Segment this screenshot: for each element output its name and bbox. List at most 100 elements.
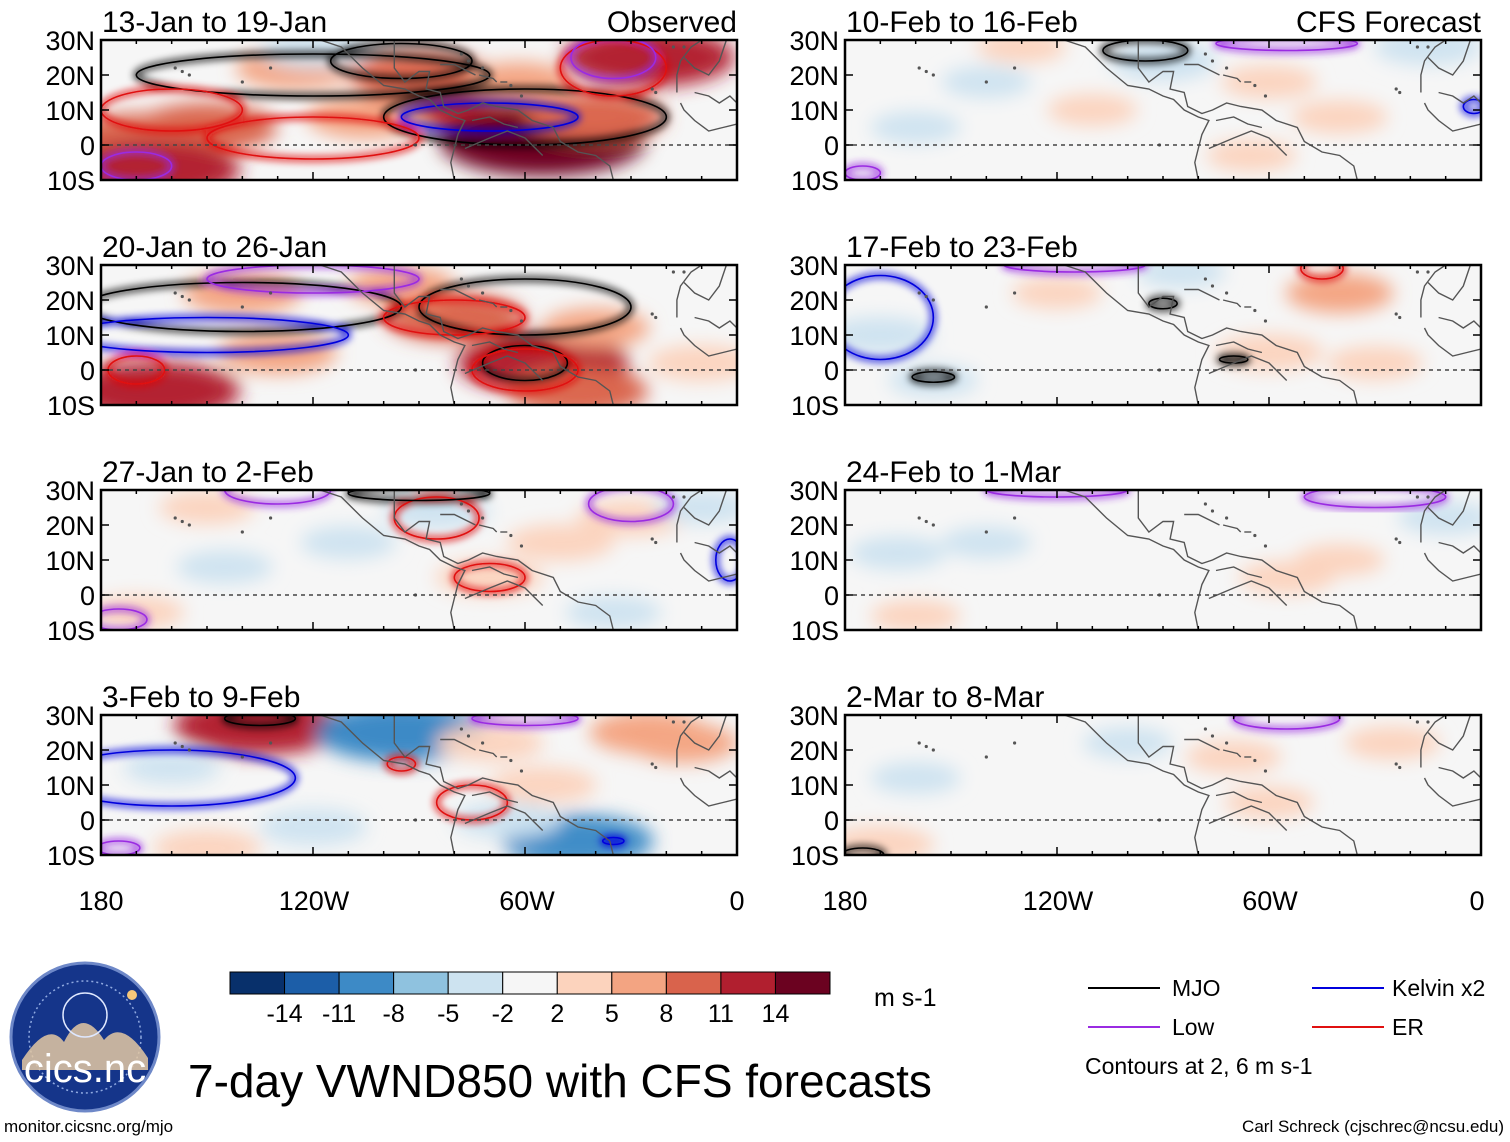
y-tick-label: 30N: [45, 251, 95, 281]
y-tick-label: 0: [824, 131, 839, 161]
island-mark: [924, 519, 928, 524]
anomaly-mark: [845, 316, 935, 354]
x-tick-label: 0: [1469, 886, 1484, 916]
coastline: [1438, 541, 1481, 554]
coastline: [1420, 715, 1447, 768]
island-mark: [459, 502, 463, 506]
island-mark: [519, 94, 524, 98]
legend-label-low: Low: [1172, 1014, 1215, 1040]
island-mark: [650, 87, 654, 91]
legend-label-er: ER: [1392, 1014, 1424, 1040]
logo-orbit-icon: [62, 992, 108, 1038]
island-mark: [917, 66, 921, 70]
y-tick-label: 0: [80, 806, 95, 836]
island-mark: [1398, 765, 1402, 770]
anomaly-field: [845, 715, 1481, 855]
island-mark: [654, 765, 658, 770]
anomaly-mark: [1224, 786, 1314, 819]
coastline: [1438, 766, 1481, 779]
anomaly-mark: [1185, 740, 1282, 774]
island-mark: [1398, 90, 1402, 95]
island-mark: [1013, 66, 1017, 70]
colorbar-label: 2: [550, 1000, 564, 1028]
y-tick-label: 10S: [47, 616, 95, 646]
island-mark: [984, 305, 988, 309]
island-mark: [519, 319, 524, 323]
anomaly-mark: [870, 600, 961, 630]
contour-line-mjo: [418, 278, 632, 336]
contour-line-low: [1303, 490, 1447, 509]
coastline: [676, 715, 703, 768]
island-mark: [459, 277, 463, 281]
y-tick-label: 0: [824, 356, 839, 386]
anomaly-mark: [870, 111, 961, 144]
colorbar-label: -5: [437, 1000, 459, 1028]
island-mark: [481, 291, 485, 295]
island-mark: [1394, 537, 1398, 541]
anomaly-mark: [850, 536, 946, 570]
coastline: [679, 327, 737, 357]
island-mark: [1263, 319, 1268, 323]
coastline: [319, 715, 466, 855]
island-mark: [931, 298, 935, 302]
anomaly-mark: [647, 344, 737, 382]
anomaly-mark: [176, 550, 273, 584]
colorbar-label: 8: [659, 1000, 673, 1028]
y-tick-label: 10S: [791, 616, 839, 646]
anomaly-mark: [562, 40, 736, 88]
coastline: [1208, 580, 1288, 606]
island-mark: [671, 495, 676, 499]
island-mark: [654, 315, 658, 320]
island-mark: [924, 294, 928, 299]
coastline: [464, 355, 544, 381]
coastline: [319, 265, 466, 405]
x-tick-label: 180: [78, 886, 123, 916]
coastline: [1423, 102, 1481, 132]
island-mark: [682, 270, 686, 274]
contour-line-er: [453, 562, 526, 593]
coastline: [471, 116, 519, 129]
y-tick-label: 20N: [789, 511, 839, 541]
island-mark: [180, 294, 184, 299]
coastline: [683, 715, 728, 751]
island-mark: [1415, 720, 1419, 724]
legend: MJO Kelvin x2 Low ER Contours at 2, 6 m …: [1085, 975, 1485, 1079]
contour-line-mjo: [223, 715, 297, 727]
legend-label-kelvin: Kelvin x2: [1392, 975, 1485, 1001]
coastline: [1215, 341, 1263, 354]
island-mark: [509, 533, 513, 538]
y-tick-label: 10S: [47, 841, 95, 871]
y-tick-label: 20N: [45, 61, 95, 91]
y-tick-label: 20N: [789, 736, 839, 766]
island-mark: [1253, 308, 1257, 313]
island-mark: [1084, 238, 1087, 241]
colorbar-swatch: [229, 971, 286, 995]
coastline: [1222, 299, 1242, 308]
anomaly-field: [101, 265, 737, 466]
colorbar-swatch: [393, 971, 449, 995]
island-mark: [924, 744, 928, 749]
anomaly-mark: [1012, 277, 1102, 309]
contour-line-kelvin: [101, 316, 350, 354]
island-mark: [1210, 509, 1215, 513]
coastline: [1137, 265, 1358, 405]
coastline: [679, 102, 737, 132]
island-mark: [1426, 495, 1430, 499]
coastline: [694, 766, 737, 779]
contour-line-mjo: [1148, 297, 1178, 310]
contour-line-mjo: [135, 53, 491, 97]
panel-title: 17-Feb to 23-Feb: [846, 231, 1078, 264]
y-tick-label: 30N: [45, 26, 95, 56]
coastline: [694, 91, 737, 104]
island-mark: [269, 741, 273, 745]
island-mark: [1415, 270, 1419, 274]
legend-label-mjo: MJO: [1172, 975, 1221, 1001]
anomaly-mark: [1047, 94, 1138, 126]
anomaly-mark: [506, 524, 615, 561]
coastline: [1420, 265, 1447, 318]
contour-line-mjo: [845, 847, 885, 855]
island-mark: [340, 463, 343, 466]
island-mark: [1263, 769, 1268, 773]
island-mark: [917, 516, 921, 520]
y-tick-label: 0: [80, 581, 95, 611]
